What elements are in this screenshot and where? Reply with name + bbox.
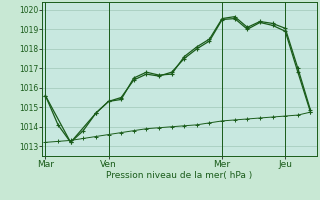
X-axis label: Pression niveau de la mer( hPa ): Pression niveau de la mer( hPa )	[106, 171, 252, 180]
